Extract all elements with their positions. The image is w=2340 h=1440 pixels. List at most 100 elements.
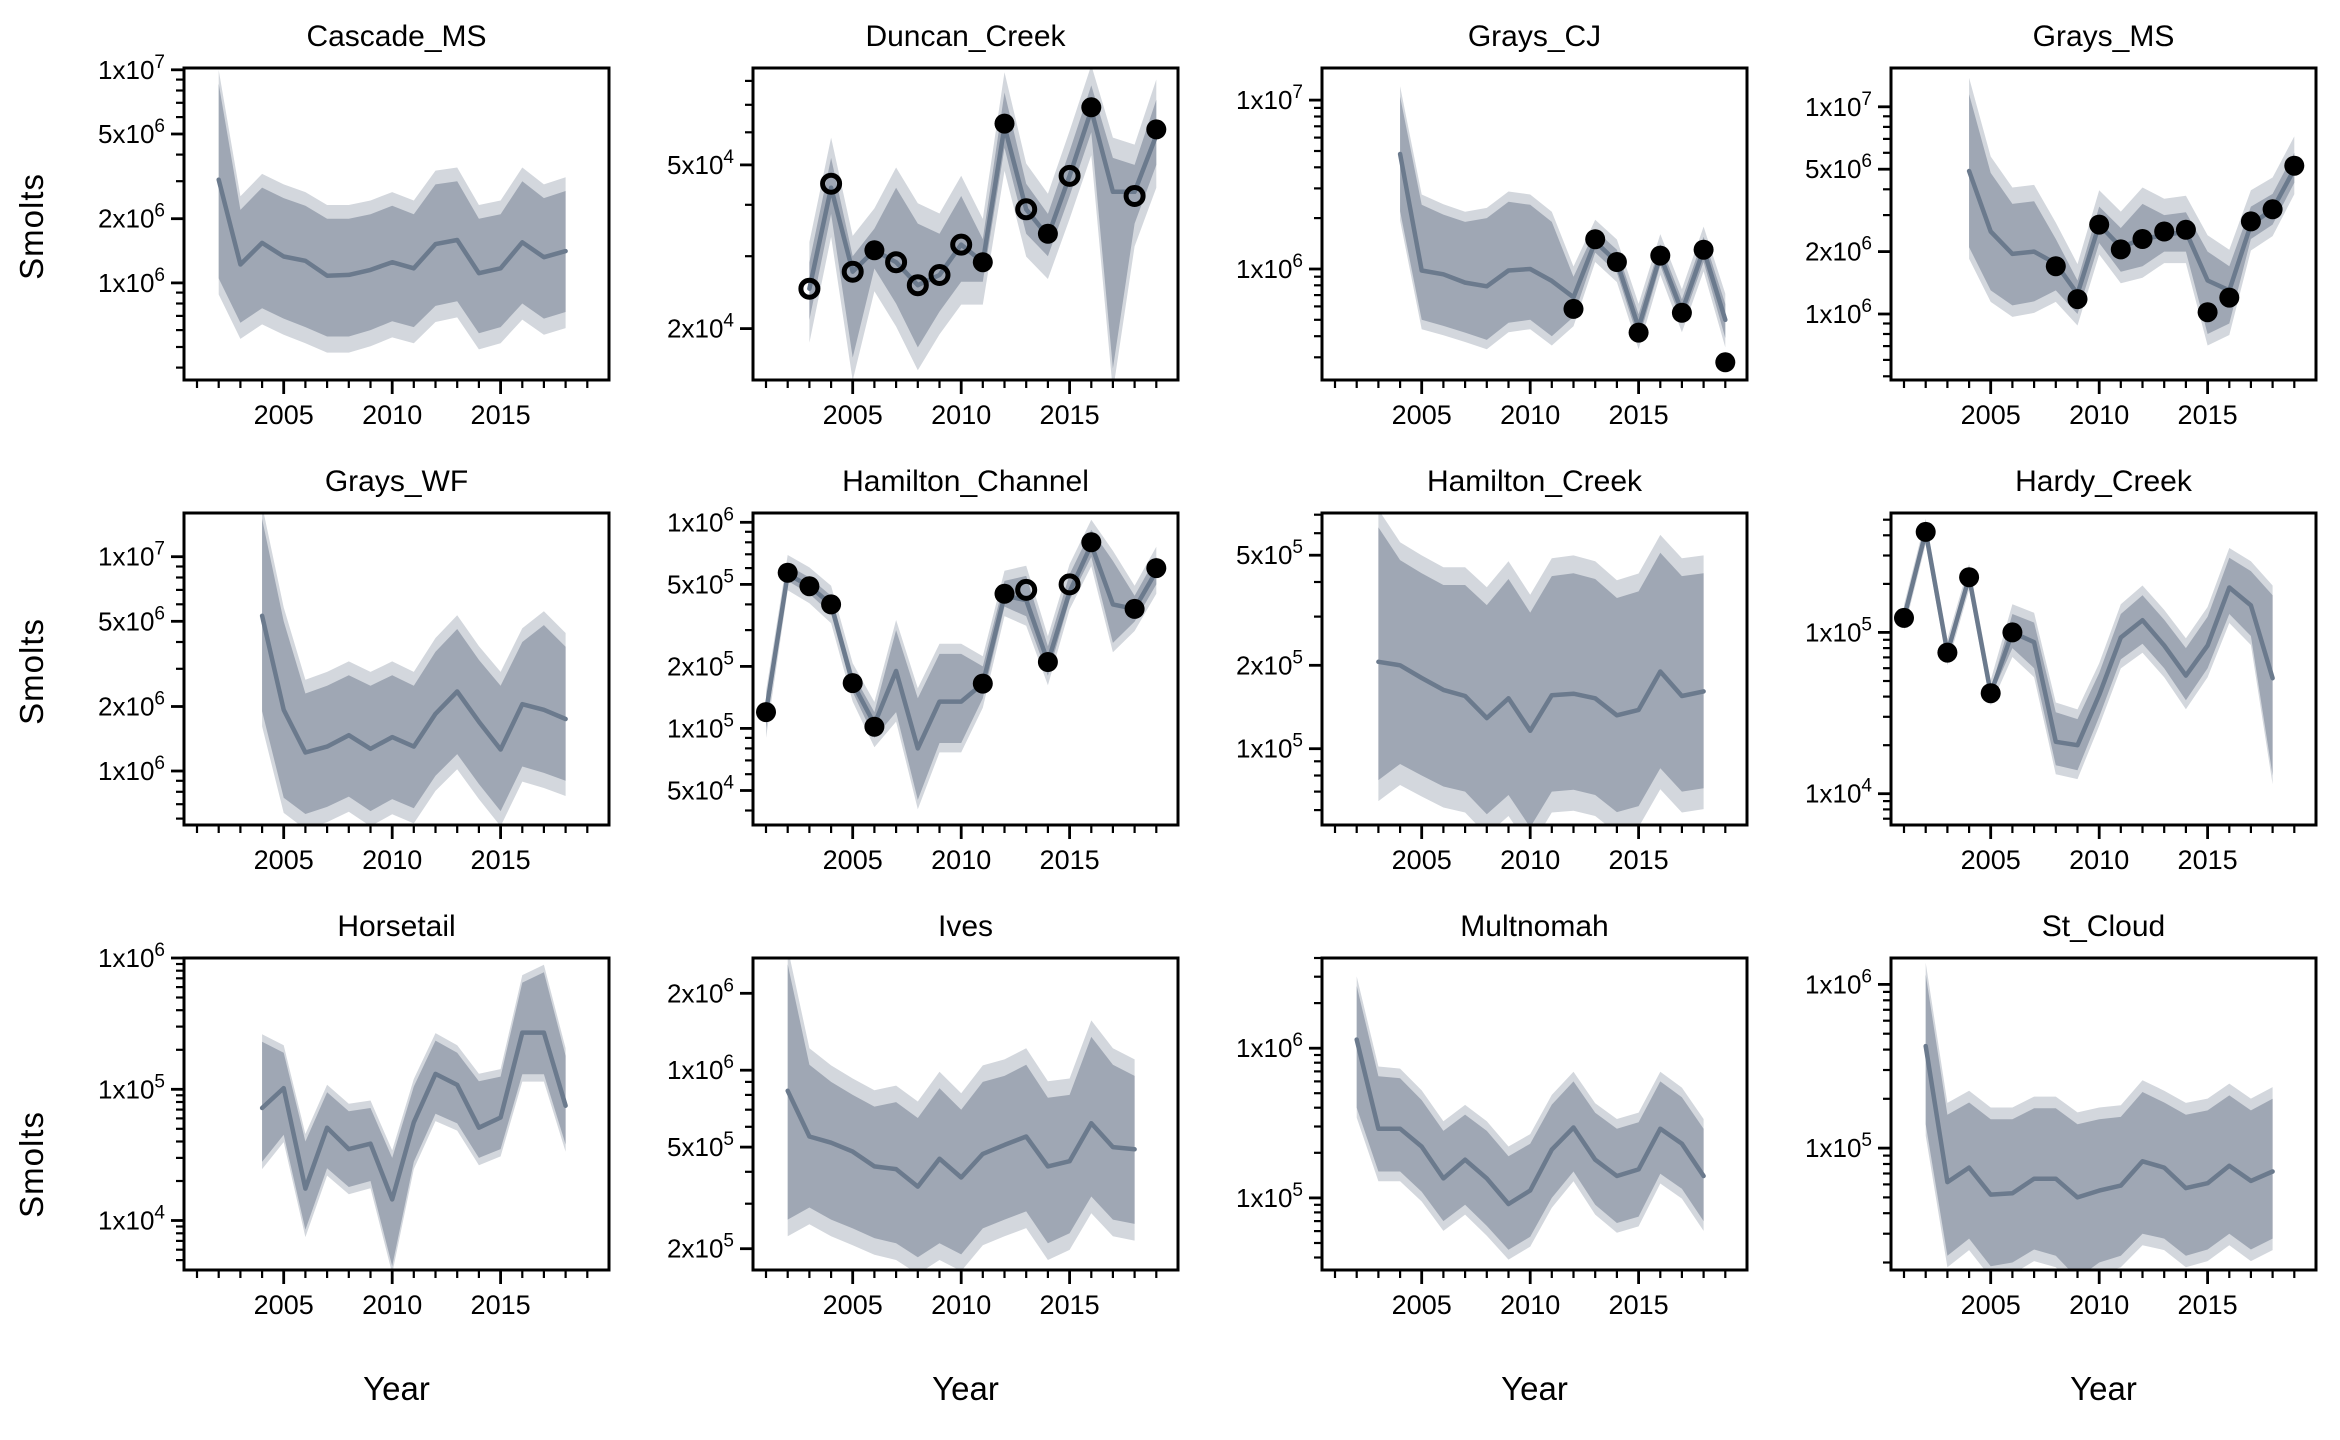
x-axis-tick-label: 2005 (254, 845, 314, 875)
data-point-filled (2132, 229, 2153, 249)
x-axis-tick-label: 2010 (931, 400, 991, 430)
y-axis-tick-label: 1x106 (1805, 966, 1872, 999)
trend-line (785, 1088, 1137, 1189)
y-axis-tick-label: 1x104 (1805, 776, 1872, 809)
panel-border (751, 66, 1180, 382)
data-point-open (798, 277, 821, 300)
panel-border (1320, 511, 1749, 827)
data-point-filled (1937, 642, 1958, 663)
data-point-filled (842, 673, 863, 694)
panel-horsetail: 1x106 1x105 1x104 2005 2010 2015 Horsetail Year (98, 910, 611, 1407)
y-axis-tick-label: 2x104 (667, 311, 734, 344)
data-point-filled (1980, 683, 2001, 704)
panel-title: St_Cloud (2042, 910, 2165, 943)
x-axis-tick-label: 2015 (471, 400, 531, 430)
trend-line (259, 613, 568, 755)
plot-area (259, 513, 568, 825)
data-point-filled (1915, 521, 1936, 542)
data-point-filled (2089, 214, 2110, 235)
data-point-filled (2067, 289, 2088, 310)
panel-title: Grays_CJ (1468, 20, 1601, 53)
confidence-band-inner (787, 964, 1135, 1258)
panel-grays_wf: 1x107 5x106 2x106 1x106 2005 2010 2015 Grays_WF (98, 465, 611, 875)
y-axis-tick-label: 1x105 (1236, 731, 1303, 764)
panel-title: Hamilton_Creek (1427, 465, 1643, 498)
y-axis-title: Smolts (13, 173, 50, 280)
x-axis-tick-label: 2015 (471, 1290, 531, 1320)
confidence-band-inner (1925, 974, 2273, 1270)
y-axis-tick-label: 2x105 (667, 648, 734, 681)
data-point-open (950, 233, 973, 256)
data-point-filled (2110, 239, 2131, 260)
x-axis-tick-label: 2015 (1040, 400, 1100, 430)
y-axis-tick-label: 1x106 (98, 265, 165, 298)
plot-area (1354, 976, 1706, 1260)
x-axis-tick-label: 2015 (2178, 400, 2238, 430)
x-axis-tick-label: 2005 (1961, 1290, 2021, 1320)
y-axis-tick-label: 5x104 (667, 147, 734, 180)
data-point-filled (821, 594, 842, 615)
data-point-filled (777, 562, 798, 583)
trend-line (1376, 659, 1706, 734)
y-axis-tick-label: 1x105 (1236, 1180, 1303, 1213)
x-axis-tick-label: 2005 (823, 1290, 883, 1320)
y-axis-title-row1: Smolts (0, 4, 64, 449)
confidence-band-inner (218, 83, 566, 337)
data-point-filled (994, 113, 1015, 134)
x-axis-tick-label: 2010 (2069, 845, 2129, 875)
y-axis-tick-label: 5x106 (98, 603, 165, 636)
y-axis-tick-label: 2x106 (1805, 234, 1872, 267)
panel-cascade_ms: 1x107 5x106 2x106 1x106 2005 2010 2015 Cascade_… (98, 20, 611, 430)
panel-border (1320, 66, 1749, 382)
data-point-open (841, 260, 864, 283)
y-axis-tick-label: 1x105 (98, 1071, 165, 1104)
confidence-band-inner (809, 85, 1157, 369)
data-point-filled (756, 702, 776, 723)
data-point-filled (1037, 223, 1058, 244)
y-axis-tick-label: 2x106 (98, 201, 165, 234)
x-axis-tick-label: 2015 (1040, 1290, 1100, 1320)
panel-slot-4: 1x107 5x106 2x106 1x106 2005 2010 2015 Grays_WF (64, 449, 633, 894)
panel-title: Multnomah (1460, 910, 1608, 943)
data-point-filled (994, 583, 1015, 604)
data-point-open (1058, 164, 1081, 187)
confidence-band-inner (262, 519, 566, 814)
panel-border (751, 511, 1180, 827)
y-axis-tick-label: 5x105 (667, 1129, 734, 1162)
y-axis-tick-label: 1x107 (1236, 82, 1303, 115)
data-point-filled (864, 240, 885, 261)
panel-border (751, 956, 1180, 1272)
y-axis-tick-label: 1x107 (98, 539, 165, 572)
data-point-filled (2175, 219, 2196, 240)
y-axis-tick-label: 1x106 (1236, 251, 1303, 284)
data-point-filled (1037, 652, 1058, 672)
data-point-filled (2284, 155, 2305, 176)
x-axis-tick-label: 2010 (1500, 845, 1560, 875)
x-axis-tick-label: 2010 (931, 845, 991, 875)
x-axis-tick-label: 2015 (1609, 1290, 1669, 1320)
x-axis-tick-label: 2015 (1609, 845, 1669, 875)
x-axis-tick-label: 2010 (362, 845, 422, 875)
x-axis-tick-label: 2005 (823, 400, 883, 430)
plot-area (259, 964, 568, 1270)
y-axis-tick-label: 5x106 (98, 116, 165, 149)
data-point-filled (1124, 598, 1145, 619)
y-axis-tick-label: 1x106 (667, 504, 734, 537)
panel-border (1889, 66, 2318, 382)
x-axis-tick-label: 2010 (931, 1290, 991, 1320)
data-point-filled (1146, 119, 1167, 140)
confidence-band-inner (1378, 527, 1704, 825)
x-axis-tick-label: 2005 (254, 400, 314, 430)
panel-slot-11: 1x106 1x105 2005 2010 2015 St_Cloud Year (1771, 894, 2340, 1434)
panel-slot-0: 1x107 5x106 2x106 1x106 2005 2010 2015 Cascade_… (64, 4, 633, 449)
data-point-filled (1146, 558, 1167, 579)
panel-slot-10: 1x106 1x105 2005 2010 2015 Multnomah Year (1202, 894, 1771, 1434)
panel-hamilton_creek: 5x105 2x105 1x105 2005 2010 2015 Hamilton_Cree… (1236, 465, 1749, 875)
data-point-filled (1959, 567, 1980, 588)
data-point-open (906, 274, 929, 297)
panel-border (1889, 956, 2318, 1272)
plot-area (785, 958, 1137, 1270)
y-axis-tick-label: 2x105 (667, 1231, 734, 1264)
panel-slot-8: 1x106 1x105 1x104 2005 2010 2015 Horsetail Year (64, 894, 633, 1434)
